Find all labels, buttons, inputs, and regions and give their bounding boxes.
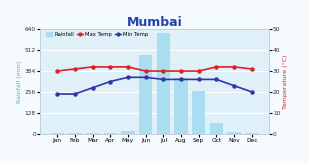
Bar: [68, 133, 82, 134]
Bar: [121, 131, 135, 134]
Y-axis label: Rainfall (mm): Rainfall (mm): [17, 60, 22, 103]
Bar: [227, 132, 241, 134]
Bar: [157, 33, 170, 134]
Bar: [139, 55, 152, 134]
Bar: [174, 78, 188, 134]
Bar: [245, 133, 258, 134]
Y-axis label: Temperature (°C): Temperature (°C): [283, 54, 288, 109]
Legend: Rainfall, Max Temp, Min Temp: Rainfall, Max Temp, Min Temp: [45, 31, 149, 38]
Bar: [104, 133, 117, 134]
Bar: [51, 133, 64, 134]
Bar: [192, 91, 205, 134]
Bar: [210, 123, 223, 134]
Title: Mumbai: Mumbai: [127, 16, 182, 29]
Bar: [86, 133, 99, 134]
